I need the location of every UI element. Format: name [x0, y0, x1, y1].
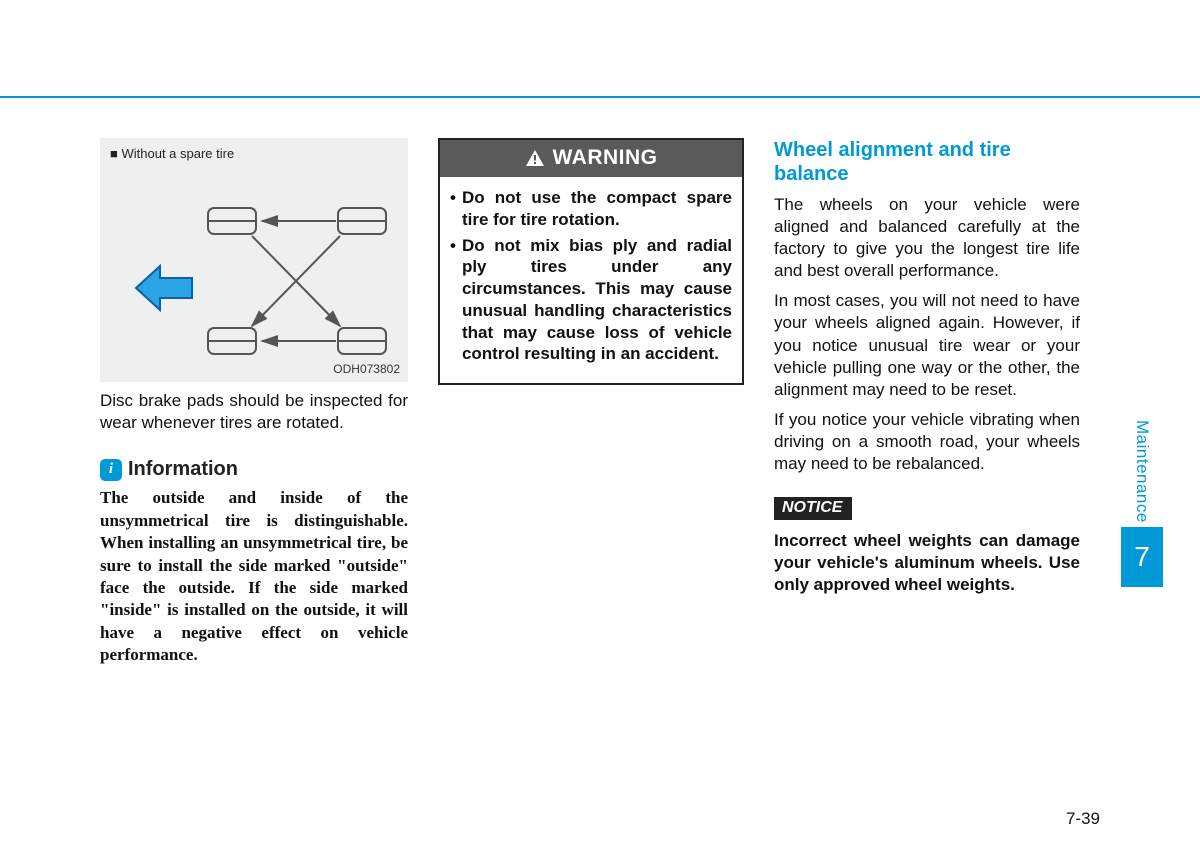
paragraph-3: If you notice your vehicle vibrating whe… [774, 409, 1080, 475]
section-heading: Wheel alignment and tire balance [774, 138, 1080, 186]
notice-body: Incorrect wheel weights can damage your … [774, 530, 1080, 596]
column-3: Wheel alignment and tire balance The whe… [774, 138, 1080, 667]
info-icon: i [100, 459, 122, 481]
rotation-diagram [100, 178, 408, 358]
side-tab: Maintenance 7 [1121, 420, 1163, 587]
chapter-number: 7 [1121, 527, 1163, 587]
page-content: ■ Without a spare tire [100, 138, 1080, 667]
paragraph-1: The wheels on your vehicle were aligned … [774, 194, 1080, 282]
column-1: ■ Without a spare tire [100, 138, 408, 667]
warning-header: WARNING [440, 140, 742, 177]
warning-text-2: Do not mix bias ply and radial ply tires… [462, 235, 732, 366]
warning-title: WARNING [553, 146, 658, 170]
caption-square: ■ [110, 146, 118, 161]
caption-text: Without a spare tire [121, 146, 234, 161]
tire-rotation-figure: ■ Without a spare tire [100, 138, 408, 382]
information-body: The outside and inside of the unsymmetri… [100, 487, 408, 667]
top-rule [0, 96, 1200, 98]
tire-rear-right-icon [338, 328, 386, 354]
warning-item: • Do not mix bias ply and radial ply tir… [450, 235, 732, 366]
notice-badge: NOTICE [774, 497, 852, 520]
column-2: WARNING • Do not use the compact spare t… [438, 138, 744, 667]
tire-front-left-icon [208, 208, 256, 234]
warning-body: • Do not use the compact spare tire for … [440, 177, 742, 383]
bullet-icon: • [450, 235, 456, 366]
side-tab-label: Maintenance [1132, 420, 1152, 523]
brake-pad-text: Disc brake pads should be inspected for … [100, 390, 408, 434]
warning-item: • Do not use the compact spare tire for … [450, 187, 732, 231]
figure-code: ODH073802 [333, 362, 400, 376]
page-number: 7-39 [1066, 809, 1100, 829]
figure-caption: ■ Without a spare tire [110, 146, 234, 161]
warning-triangle-icon [525, 149, 545, 167]
direction-arrow-icon [136, 266, 192, 310]
warning-text-1: Do not use the compact spare tire for ti… [462, 187, 732, 231]
warning-box: WARNING • Do not use the compact spare t… [438, 138, 744, 385]
tire-front-right-icon [338, 208, 386, 234]
tire-rear-left-icon [208, 328, 256, 354]
information-heading: i Information [100, 458, 408, 481]
paragraph-2: In most cases, you will not need to have… [774, 290, 1080, 400]
bullet-icon: • [450, 187, 456, 231]
info-title-text: Information [128, 458, 238, 480]
